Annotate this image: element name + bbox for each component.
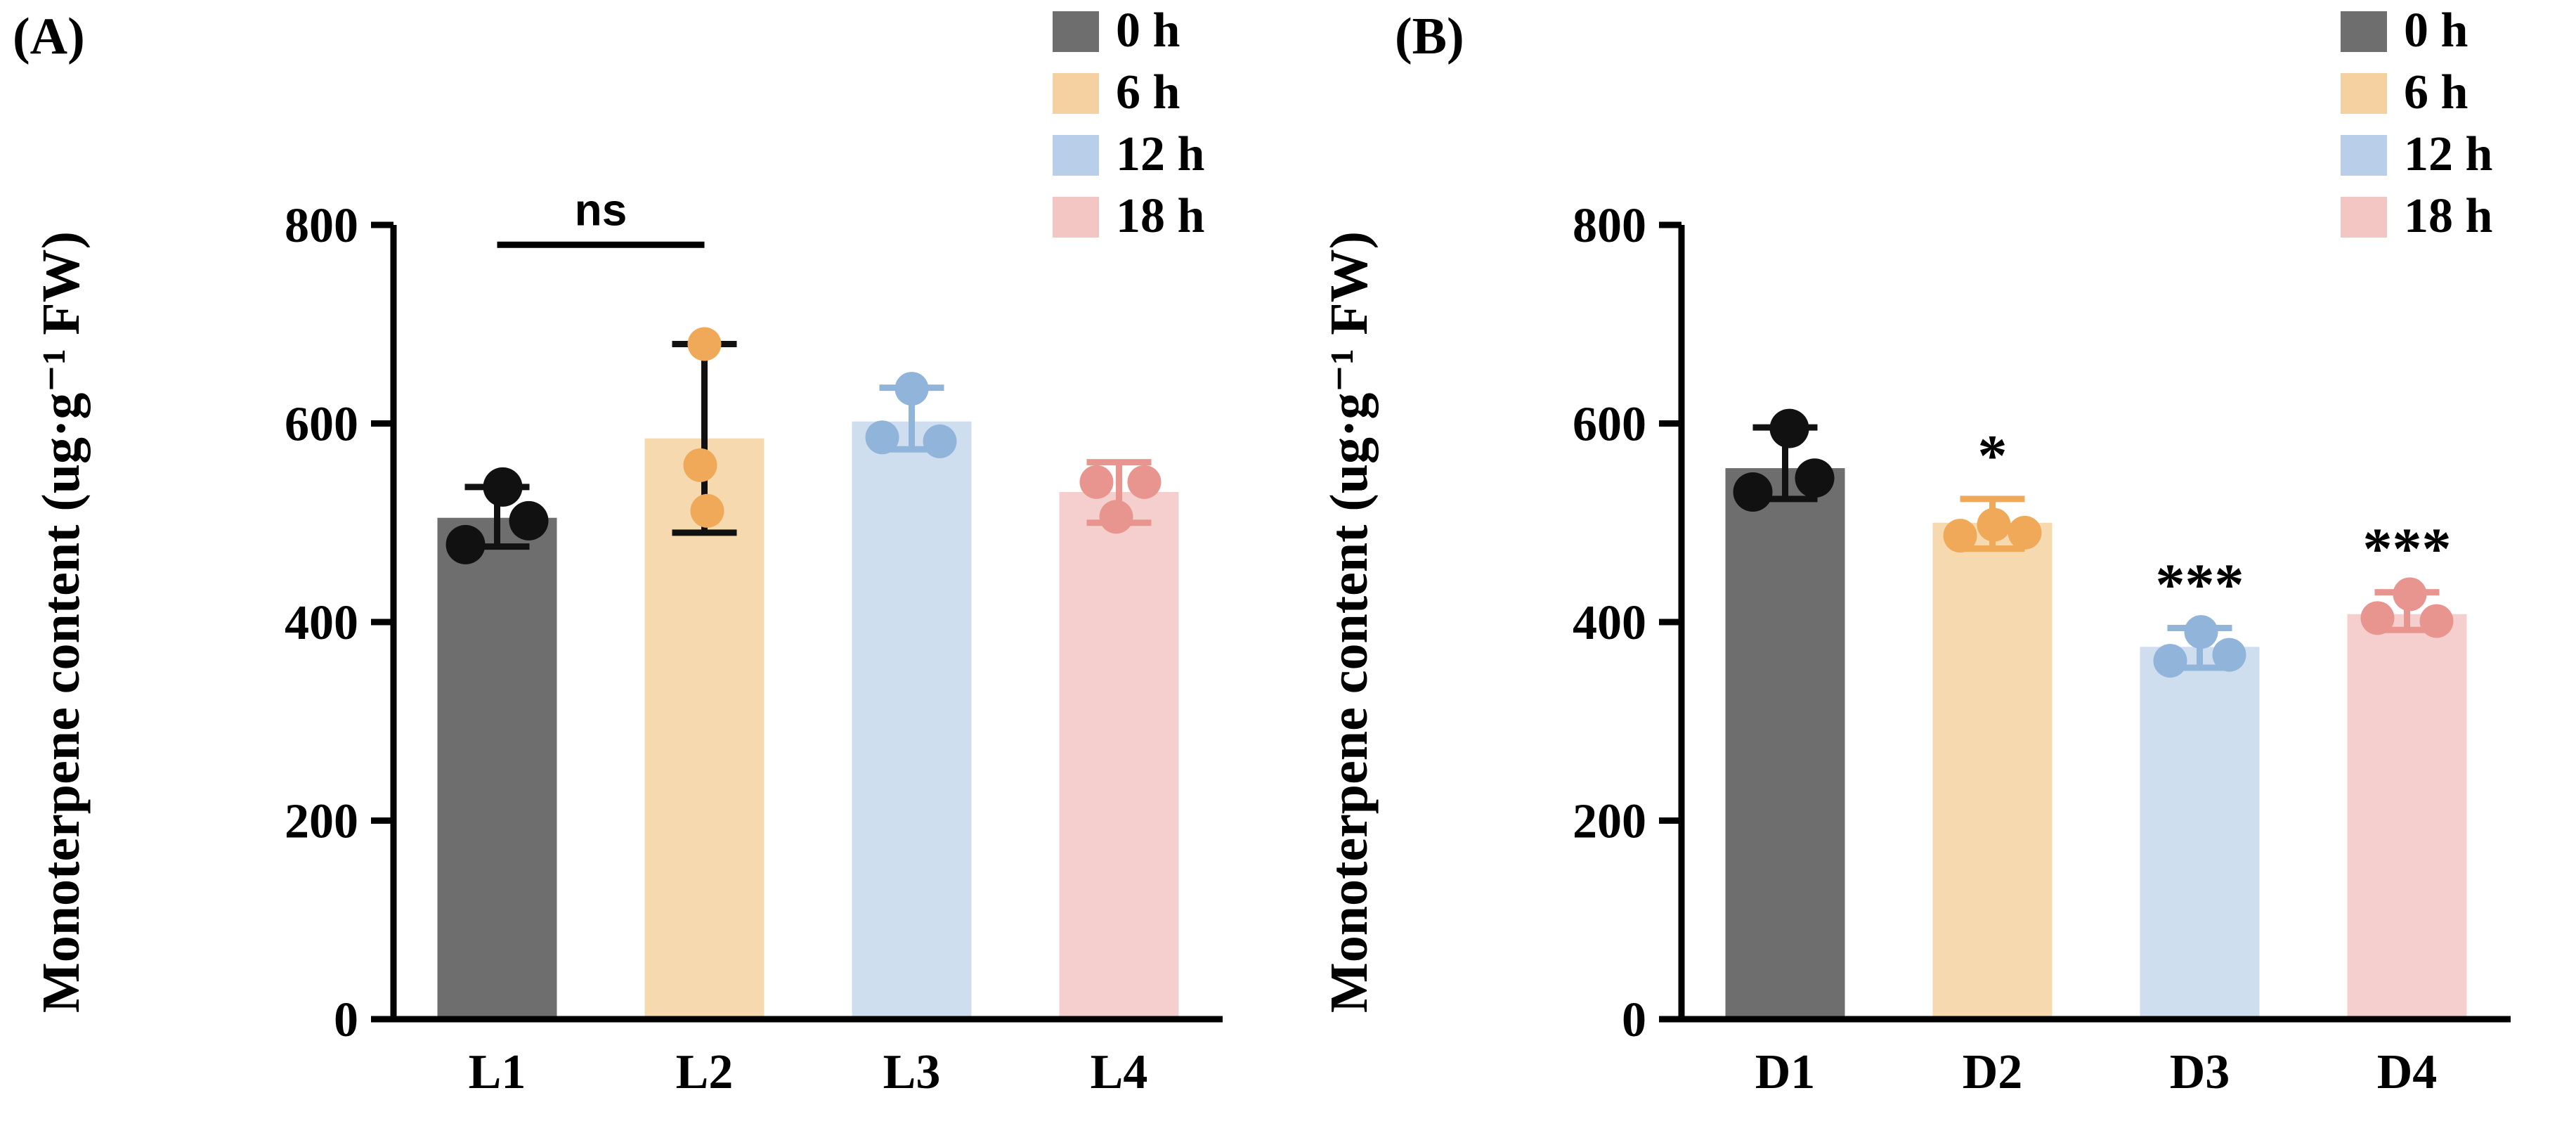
bar-D2 [1932, 522, 2053, 1019]
bars-group [437, 421, 1179, 1019]
data-point [2008, 515, 2042, 550]
legend-label: 0 h [1116, 4, 1180, 58]
data-point [1977, 507, 2011, 542]
chart-panel-a: (A) L1 L2 L3 L4 0 200 400 600 800 Monoterpene con… [13, 4, 1223, 1099]
legend: 0 h 6 h 12 h 18 h [2341, 4, 2492, 243]
legend-label: 12 h [2404, 127, 2492, 181]
y-tick-label: 0 [334, 993, 358, 1047]
legend-swatch [1053, 197, 1099, 238]
y-tick-label: 0 [1622, 993, 1646, 1047]
data-point [1079, 465, 1114, 499]
data-point [1127, 465, 1162, 499]
data-point [2212, 638, 2246, 672]
legend-label: 18 h [2404, 189, 2492, 243]
x-tick-label: L2 [676, 1045, 734, 1099]
data-point [2184, 615, 2218, 649]
data-point [923, 424, 957, 458]
x-tick-label: L1 [469, 1045, 526, 1099]
legend-swatch [2341, 197, 2387, 238]
data-point [2419, 604, 2454, 638]
chart-panel-b: (B) D1 D2 * D3 *** D4 *** 0 200 400 600 800 Monoterp… [1288, 0, 2576, 1126]
data-point [483, 467, 523, 507]
y-tick-label: 600 [285, 398, 358, 452]
x-tick-label: D4 [2377, 1045, 2438, 1099]
y-tick-label: 800 [1573, 199, 1646, 253]
panel-a-label: (A) [13, 8, 85, 65]
points-errors-group: L1 L2 L3 L4 [445, 327, 1162, 1099]
panel-b-label: (B) [1395, 8, 1464, 65]
legend-label: 6 h [1116, 65, 1180, 119]
data-point [687, 327, 722, 361]
x-tick-label: D2 [1963, 1045, 2023, 1099]
significance-mark: *** [2363, 517, 2452, 582]
data-point [690, 493, 724, 528]
legend-label: 0 h [2404, 4, 2468, 58]
y-tick-label: 400 [1573, 596, 1646, 650]
data-point [1769, 408, 1809, 448]
legend-swatch [1053, 73, 1099, 114]
bar-L3 [852, 421, 972, 1019]
ns-annotation: ns [497, 184, 705, 248]
data-point [1943, 519, 1977, 553]
legend-swatch [1053, 135, 1099, 176]
bar-D3 [2140, 647, 2260, 1019]
ns-label: ns [575, 184, 627, 235]
x-tick-label: L4 [1091, 1045, 1148, 1099]
data-point [2153, 644, 2187, 678]
bar-L1 [437, 517, 557, 1019]
x-tick-label: D1 [1755, 1045, 1816, 1099]
significance-mark: * [1978, 423, 2008, 488]
legend-swatch [2341, 135, 2387, 176]
axes-group: 0 200 400 600 800 Monoterpene content (ug·g⁻¹… [1320, 199, 2511, 1047]
legend: 0 h 6 h 12 h 18 h [1053, 4, 1204, 243]
legend-label: 6 h [2404, 65, 2468, 119]
data-point [895, 372, 929, 406]
y-tick-label: 200 [285, 795, 358, 849]
axes-group: 0 200 400 600 800 Monoterpene content (ug·g⁻¹… [32, 199, 1223, 1047]
legend-label: 12 h [1116, 127, 1204, 181]
data-point [1733, 472, 1773, 512]
data-point [683, 448, 717, 482]
y-tick-label: 800 [285, 199, 358, 253]
bars-group [1725, 468, 2467, 1019]
data-point [445, 524, 486, 564]
data-point [1099, 500, 1133, 534]
y-tick-label: 600 [1573, 398, 1646, 452]
y-tick-label: 400 [285, 596, 358, 650]
legend-label: 18 h [1116, 189, 1204, 243]
legend-swatch [1053, 11, 1099, 52]
bar-chart-a: L1 L2 L3 L4 0 200 400 600 800 Monoterpene content… [32, 4, 1223, 1099]
x-tick-label: D3 [2170, 1045, 2230, 1099]
bar-L4 [1059, 491, 1179, 1019]
data-point [1795, 458, 1835, 498]
data-point [509, 500, 549, 541]
legend-swatch [2341, 11, 2387, 52]
y-axis-title: Monoterpene content (ug·g⁻¹ FW) [1320, 231, 1379, 1013]
x-tick-label: L3 [883, 1045, 941, 1099]
significance-mark: *** [2156, 552, 2244, 617]
bar-chart-b: D1 D2 * D3 *** D4 *** 0 200 400 600 800 Monoterpene … [1320, 4, 2511, 1099]
points-errors-group: D1 D2 * D3 *** D4 *** [1733, 408, 2454, 1099]
legend-swatch [2341, 73, 2387, 114]
bar-D1 [1725, 468, 1845, 1019]
data-point [865, 420, 899, 455]
y-tick-label: 200 [1573, 795, 1646, 849]
bar-D4 [2347, 614, 2467, 1019]
data-point [2360, 601, 2395, 635]
y-axis-title: Monoterpene content (ug·g⁻¹ FW) [32, 231, 91, 1013]
data-point [2393, 577, 2427, 611]
